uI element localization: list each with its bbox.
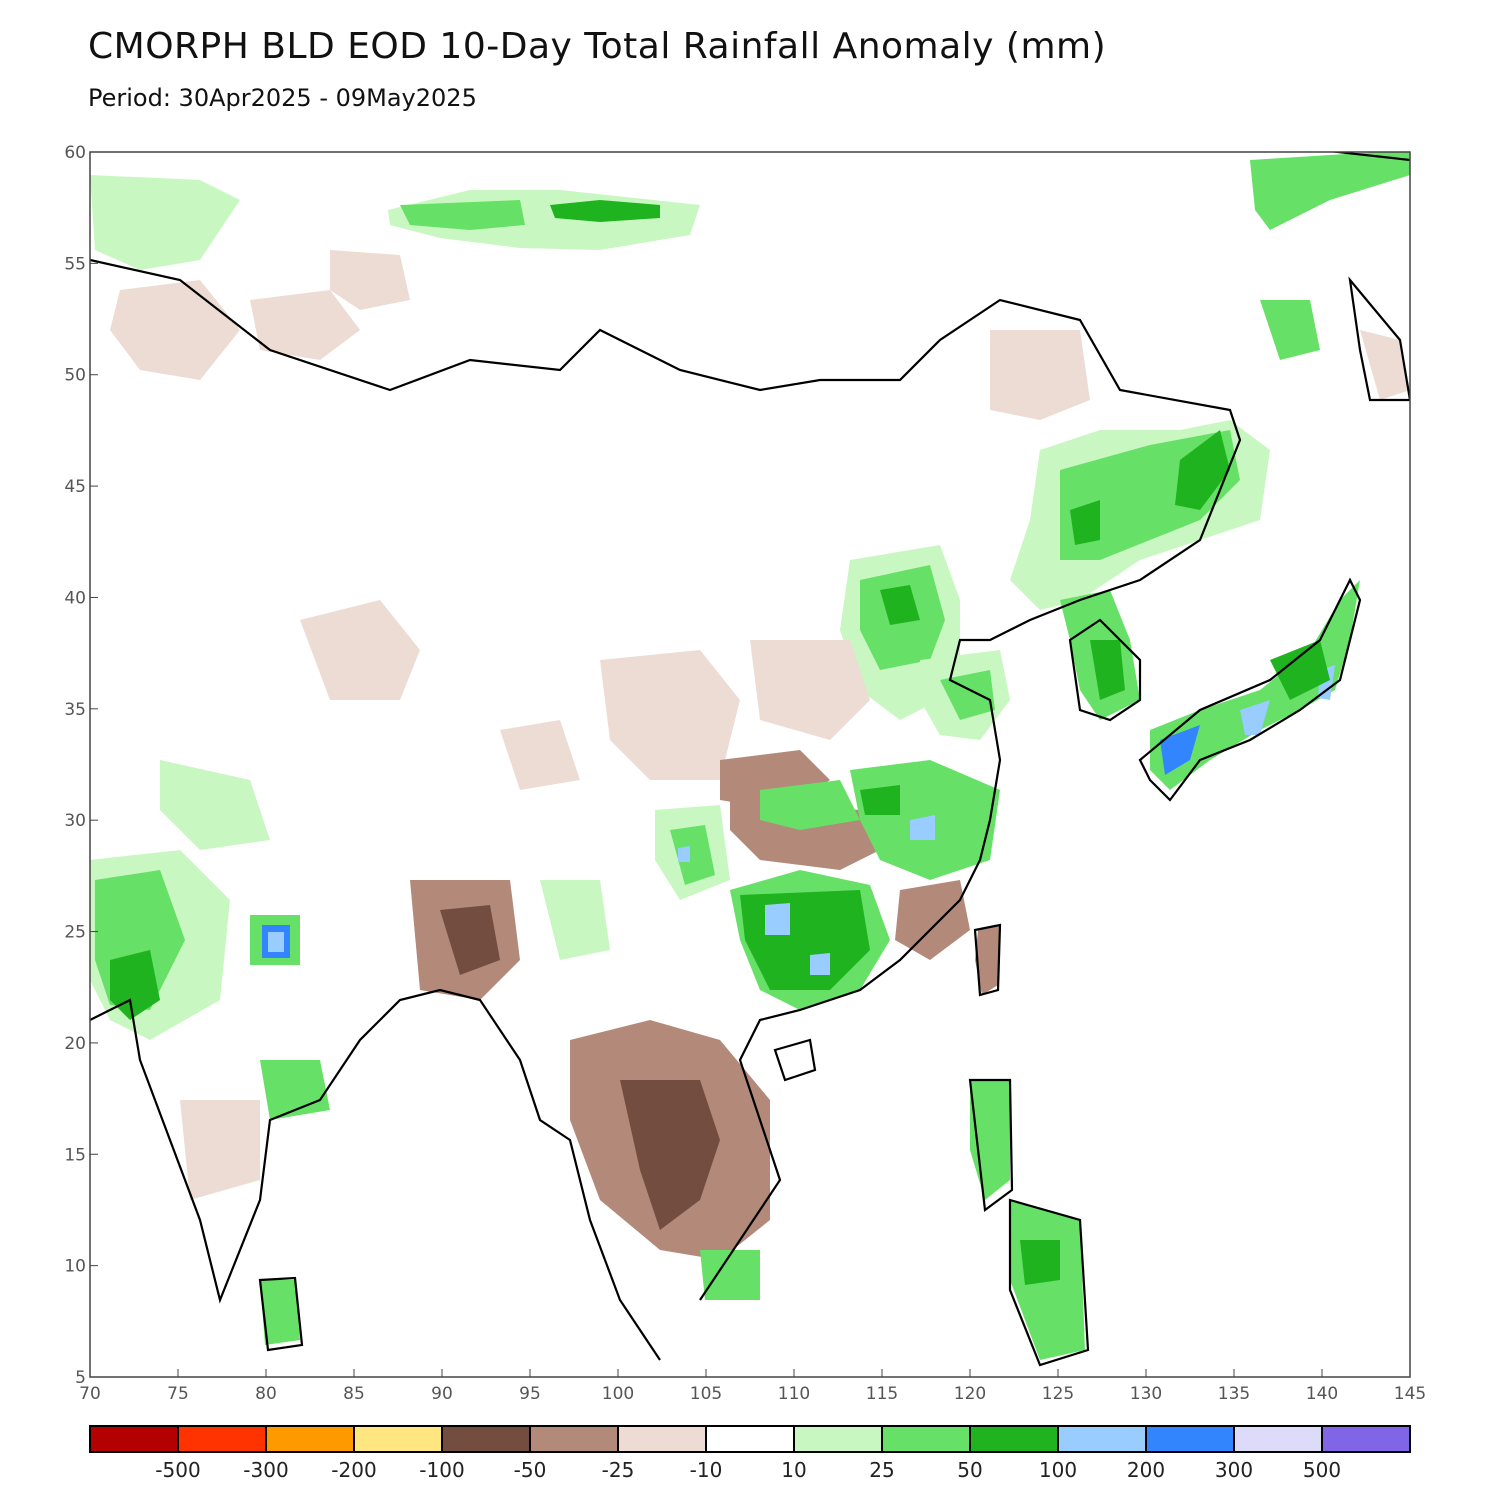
x-tick-label: 120 — [954, 1384, 986, 1404]
colorbar-swatch — [353, 1425, 443, 1453]
colorbar-swatch — [177, 1425, 267, 1453]
y-tick-label: 20 — [64, 1034, 86, 1054]
colorbar-swatch — [265, 1425, 355, 1453]
x-tick-label: 85 — [343, 1384, 365, 1404]
y-tick-label: 50 — [64, 366, 86, 386]
colorbar-swatch — [529, 1425, 619, 1453]
colorbar-label: -300 — [243, 1458, 288, 1482]
colorbar-label: 100 — [1039, 1458, 1077, 1482]
colorbar-swatch — [441, 1425, 531, 1453]
y-tick-label: 25 — [64, 923, 86, 943]
y-tick-label: 55 — [64, 254, 86, 274]
colorbar-label: -500 — [155, 1458, 200, 1482]
colorbar-label: -100 — [419, 1458, 464, 1482]
map-title: CMORPH BLD EOD 10-Day Total Rainfall Ano… — [88, 26, 1107, 67]
y-tick-label: 40 — [64, 588, 86, 608]
x-tick-label: 145 — [1394, 1384, 1426, 1404]
colorbar-label: -200 — [331, 1458, 376, 1482]
colorbar-swatch — [793, 1425, 883, 1453]
x-tick-label: 100 — [602, 1384, 634, 1404]
y-tick-label: 10 — [64, 1257, 86, 1277]
colorbar-swatch — [881, 1425, 971, 1453]
x-tick-label: 70 — [79, 1384, 101, 1404]
colorbar-swatch — [1057, 1425, 1147, 1453]
colorbar: -500 -300 -200 -100 -50 -25 -10 10 25 50 100 200 300… — [89, 1425, 1411, 1482]
y-tick-label: 35 — [64, 700, 86, 720]
colorbar-swatch — [89, 1425, 179, 1453]
coastlines — [90, 152, 1410, 1367]
colorbar-swatch — [969, 1425, 1059, 1453]
colorbar-swatch — [705, 1425, 795, 1453]
y-axis: 60 55 50 45 40 35 30 25 20 15 10 5 — [64, 143, 98, 1388]
x-tick-label: 135 — [1218, 1384, 1250, 1404]
colorbar-label: 25 — [869, 1458, 894, 1482]
y-tick-label: 5 — [75, 1368, 86, 1388]
colorbar-label: -50 — [514, 1458, 547, 1482]
colorbar-label: 200 — [1127, 1458, 1165, 1482]
x-tick-label: 80 — [255, 1384, 277, 1404]
colorbar-swatch — [617, 1425, 707, 1453]
x-tick-label: 110 — [778, 1384, 810, 1404]
colorbar-label: 50 — [957, 1458, 982, 1482]
x-tick-label: 115 — [866, 1384, 898, 1404]
colorbar-label: 500 — [1303, 1458, 1341, 1482]
period-subtitle: Period: 30Apr2025 - 09May2025 — [88, 84, 477, 112]
colorbar-label: -10 — [690, 1458, 723, 1482]
x-tick-label: 130 — [1130, 1384, 1162, 1404]
x-tick-label: 95 — [519, 1384, 541, 1404]
x-axis: 70 75 80 85 90 95 100 105 110 115 120 125 130 135 140 1… — [79, 1369, 1426, 1404]
y-tick-label: 30 — [64, 811, 86, 831]
y-tick-label: 15 — [64, 1145, 86, 1165]
colorbar-swatch — [1321, 1425, 1411, 1453]
colorbar-swatch — [1145, 1425, 1235, 1453]
x-tick-label: 75 — [167, 1384, 189, 1404]
anomaly-field — [90, 152, 1410, 1360]
x-tick-label: 140 — [1306, 1384, 1338, 1404]
plot-frame — [89, 151, 1411, 1378]
x-tick-label: 105 — [690, 1384, 722, 1404]
x-tick-label: 125 — [1042, 1384, 1074, 1404]
colorbar-label: -25 — [602, 1458, 635, 1482]
colorbar-label: 10 — [781, 1458, 806, 1482]
colorbar-swatch — [1233, 1425, 1323, 1453]
y-tick-label: 60 — [64, 143, 86, 163]
y-tick-label: 45 — [64, 477, 86, 497]
colorbar-label: 300 — [1215, 1458, 1253, 1482]
x-tick-label: 90 — [431, 1384, 453, 1404]
